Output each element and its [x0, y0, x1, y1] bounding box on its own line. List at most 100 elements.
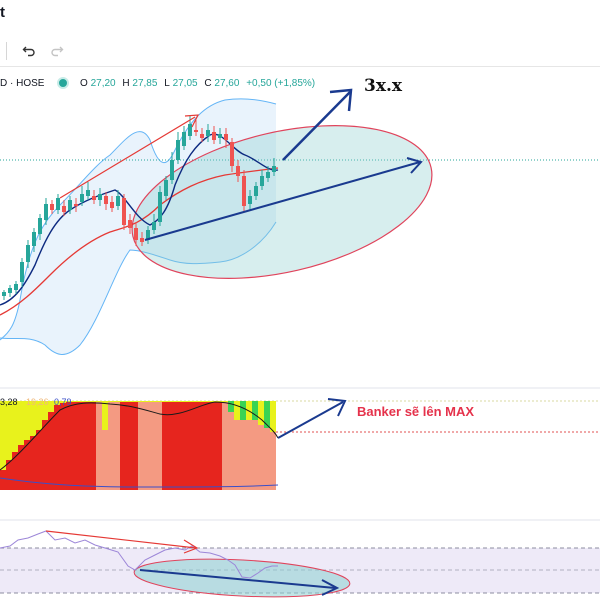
undo-icon [22, 46, 35, 57]
banker-bar [60, 403, 66, 490]
banker-bar-top [216, 401, 222, 402]
banker-bar-top [48, 401, 54, 412]
open-value: 27,20 [90, 77, 116, 89]
banker-bar-top [144, 401, 150, 402]
banker-bar [210, 402, 216, 490]
close-value: 27,60 [214, 77, 240, 89]
banker-note-annotation[interactable]: Banker sẽ lên MAX [357, 404, 475, 419]
banker-bar [258, 425, 264, 490]
rsi-divergence-arrow-navy [139, 569, 336, 589]
candle-body [152, 222, 156, 230]
candle-body [260, 176, 264, 186]
chart-title-fragment: t [0, 4, 5, 21]
banker-bar-top [270, 401, 276, 432]
banker-bar [30, 436, 36, 490]
banker-bar-top [210, 401, 216, 402]
banker-bar [18, 445, 24, 490]
redo-button[interactable] [46, 40, 68, 62]
candle-body [254, 186, 258, 196]
candle-body [272, 166, 276, 172]
target-price-annotation[interactable]: 3x.x [364, 76, 403, 96]
banker-histogram [0, 401, 276, 490]
candle-body [128, 220, 132, 228]
banker-bar [24, 440, 30, 490]
bollinger-upper-line [0, 98, 277, 341]
banker-bar [108, 402, 114, 490]
undo-button[interactable] [18, 40, 40, 62]
banker-bar [84, 402, 90, 490]
candle-body [146, 230, 150, 240]
banker-bar-top [162, 401, 168, 402]
banker-bar [186, 402, 192, 490]
banker-bar-top [78, 401, 84, 402]
banker-bar-top [30, 401, 36, 436]
candle-body [14, 284, 18, 290]
candle-body [164, 180, 168, 196]
banker-bar [54, 405, 60, 490]
banker-bar-top [120, 401, 126, 402]
breakout-arrow [282, 91, 351, 161]
banker-bar-top [240, 401, 246, 420]
candle-body [92, 196, 96, 200]
toolbar-divider [6, 42, 7, 60]
candle-body [230, 142, 234, 166]
banker-bar [270, 432, 276, 490]
banker-bar-top [42, 401, 48, 420]
banker-bar-top [180, 401, 186, 402]
banker-bar-top [66, 401, 72, 402]
candle-body [218, 134, 222, 138]
banker-bar-top [258, 401, 264, 425]
banker-bar [252, 420, 258, 490]
banker-bar [66, 402, 72, 490]
banker-bar [72, 402, 78, 490]
banker-bar-top [90, 401, 96, 402]
banker-bar [48, 412, 54, 490]
candle-body [212, 132, 216, 140]
banker-bar [90, 402, 96, 490]
candle-body [110, 202, 114, 208]
banker-bar-top [132, 401, 138, 402]
candle-body [242, 176, 246, 206]
candle-body [8, 288, 12, 293]
candle-body [116, 196, 120, 206]
candle-body [248, 196, 252, 204]
banker-bar-top [252, 401, 258, 420]
rsi-divergence-arrow-red [45, 530, 197, 549]
banker-bar-top [96, 401, 102, 402]
banker-bar-top [24, 401, 30, 440]
banker-bar [12, 452, 18, 490]
banker-bar [114, 402, 120, 490]
highlight-ellipse-rsi[interactable] [133, 554, 351, 600]
osc-value-1: 3,28 [0, 397, 18, 407]
bollinger-lower-line [0, 221, 277, 355]
banker-bar-top [156, 401, 162, 402]
banker-bar-top [150, 401, 156, 402]
candle-body [38, 218, 42, 234]
candle-body [140, 238, 144, 242]
banker-arrowhead [327, 398, 347, 417]
banker-bar [162, 402, 168, 490]
banker-bar-top [192, 401, 198, 402]
banker-bar-top [204, 401, 210, 402]
trend-arrow-up [59, 116, 196, 199]
rsi-divergence-arrowhead-red [183, 539, 199, 554]
candle-body [224, 134, 228, 140]
banker-bar [192, 402, 198, 490]
banker-bar-top [264, 401, 270, 428]
symbol-label[interactable]: D · HOSE [0, 77, 45, 89]
low-key: L [164, 77, 170, 89]
banker-bar [36, 430, 42, 490]
candle-body [44, 204, 48, 220]
banker-base-line [0, 477, 279, 488]
candle-body [206, 130, 210, 136]
candle-body [188, 124, 192, 136]
candle-body [158, 192, 162, 222]
banker-bar [96, 402, 102, 490]
market-status-dot [57, 77, 70, 89]
banker-arrow [277, 401, 344, 439]
banker-bar-top [222, 401, 228, 402]
rsi-line [0, 530, 278, 579]
banker-bar-top [84, 401, 90, 402]
candle-body [176, 140, 180, 160]
